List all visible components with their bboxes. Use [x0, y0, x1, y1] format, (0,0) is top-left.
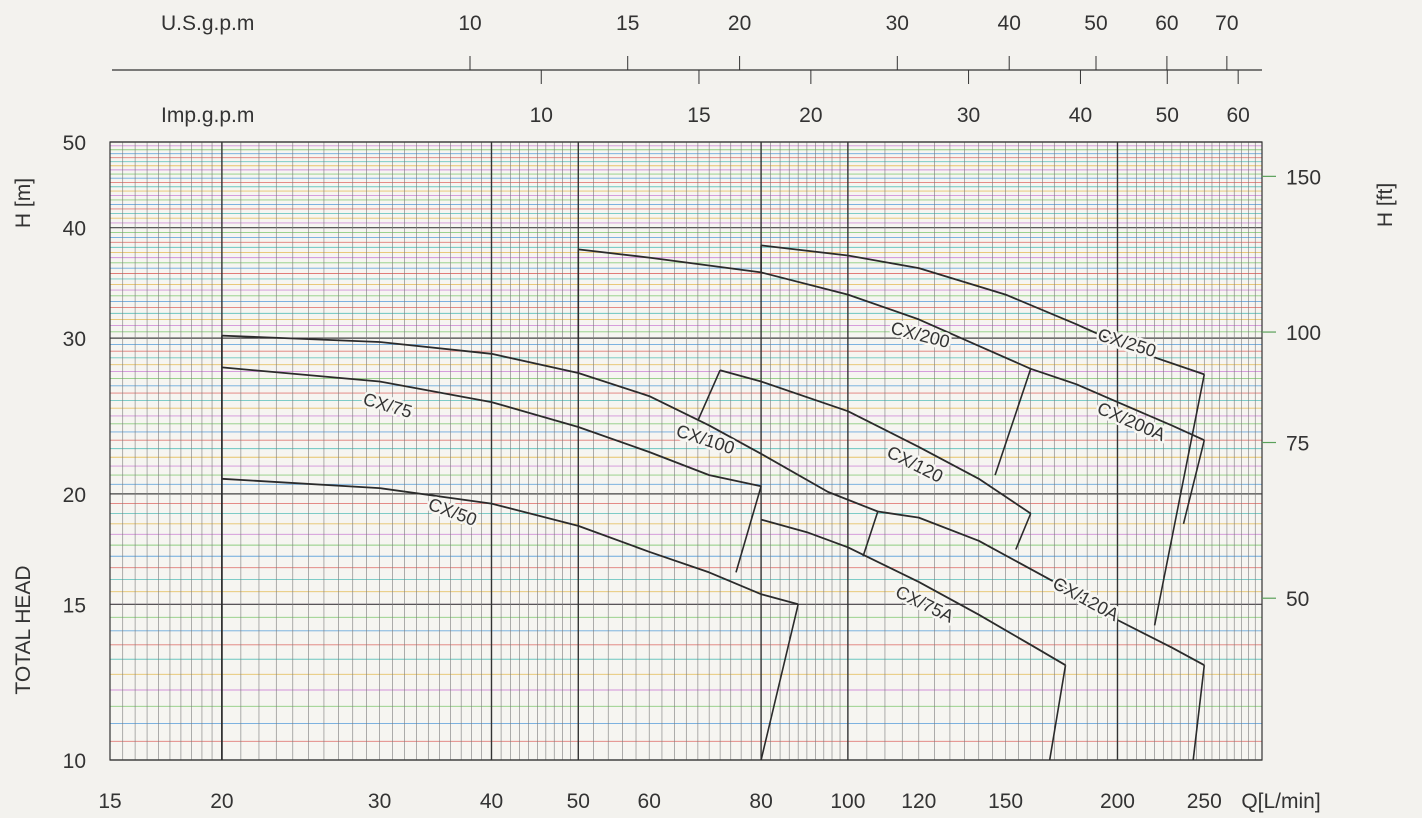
- x-tick-label: 120: [901, 790, 936, 813]
- x-tick-label: 50: [567, 790, 590, 813]
- y2-axis-label: H [ft]: [1374, 183, 1397, 227]
- curve-connector: [735, 485, 762, 573]
- y-tick-label: 50: [63, 132, 86, 155]
- curve-connector: [1192, 665, 1206, 761]
- y-tick-label: 30: [63, 328, 86, 351]
- curve-connector: [1153, 374, 1206, 626]
- bottom-scale-tick-label: 20: [799, 104, 822, 127]
- series-cx-250-line: [760, 244, 1205, 376]
- bottom-scale-tick-label: 50: [1156, 104, 1179, 127]
- top-scale-label: U.S.g.p.m: [161, 12, 254, 35]
- curve-connector: [760, 604, 799, 761]
- x-tick-label: 100: [830, 790, 865, 813]
- series-cx-75a-line: [760, 518, 1066, 666]
- series-cx-120a-line: [877, 510, 1205, 666]
- y-tick-label: 10: [63, 750, 86, 773]
- top-scale-tick-label: 10: [458, 12, 481, 35]
- bottom-scale-tick-label: 15: [687, 104, 710, 127]
- series-cx-200-line: [578, 248, 1032, 370]
- y2-tick-label: 150: [1286, 166, 1321, 189]
- curve-connector: [1048, 665, 1067, 761]
- curve-connector: [994, 368, 1032, 476]
- x-tick-label: 200: [1100, 790, 1135, 813]
- series-cx-100-line: [221, 334, 879, 513]
- x-tick-label: 60: [638, 790, 661, 813]
- bottom-scale-tick-label: 40: [1069, 104, 1092, 127]
- y-axis-label-secondary: TOTAL HEAD: [12, 565, 35, 694]
- series-cx-120-line: [719, 369, 1032, 515]
- top-scale-tick-label: 40: [998, 12, 1021, 35]
- bottom-scale-label: Imp.g.p.m: [161, 104, 254, 127]
- top-scale-tick-label: 50: [1084, 12, 1107, 35]
- bottom-scale-tick-label: 30: [957, 104, 980, 127]
- bottom-scale-tick-label: 60: [1226, 104, 1249, 127]
- x-tick-label: 15: [98, 790, 121, 813]
- bottom-scale-tick-label: 10: [530, 104, 553, 127]
- x-tick-label: 250: [1187, 790, 1222, 813]
- top-scale-tick-label: 30: [886, 12, 909, 35]
- y2-tick-label: 75: [1286, 433, 1309, 456]
- y-axis-label: H [m]: [12, 178, 35, 228]
- series-group: [221, 244, 1206, 761]
- y2-tick-label: 100: [1286, 322, 1321, 345]
- grid: [109, 141, 1263, 761]
- x-axis-label: Q[L/min]: [1241, 790, 1320, 813]
- y2-tick-label: 50: [1286, 588, 1309, 611]
- top-scale-tick-label: 15: [616, 12, 639, 35]
- x-tick-label: 80: [749, 790, 772, 813]
- series-cx-200a-line: [1030, 367, 1205, 442]
- y-tick-label: 15: [63, 594, 86, 617]
- curve-connector: [1015, 513, 1032, 550]
- curve-connector: [1182, 440, 1206, 524]
- x-tick-label: 30: [368, 790, 391, 813]
- top-flow-scales: U.S.g.p.m 10 15 20 30 40 50 60 70 Imp.g.p.m 10 15 20…: [112, 12, 1262, 127]
- curve-connector: [862, 511, 879, 557]
- series-cx-75-line: [221, 366, 762, 488]
- top-scale-tick-label: 70: [1215, 12, 1238, 35]
- top-scale-tick-label: 20: [728, 12, 751, 35]
- plot-frame: [109, 141, 1263, 761]
- curve-connector: [697, 369, 721, 421]
- y-tick-label: 40: [63, 218, 86, 241]
- axes: 15 20 30 40 50 60 80 100 120 150 200 250 Q[L/min] 10 1…: [12, 132, 1397, 813]
- x-tick-label: 20: [210, 790, 233, 813]
- y-tick-label: 20: [63, 484, 86, 507]
- series-cx-50-line: [221, 477, 799, 606]
- x-tick-label: 150: [988, 790, 1023, 813]
- x-tick-label: 40: [480, 790, 503, 813]
- top-scale-tick-label: 60: [1155, 12, 1178, 35]
